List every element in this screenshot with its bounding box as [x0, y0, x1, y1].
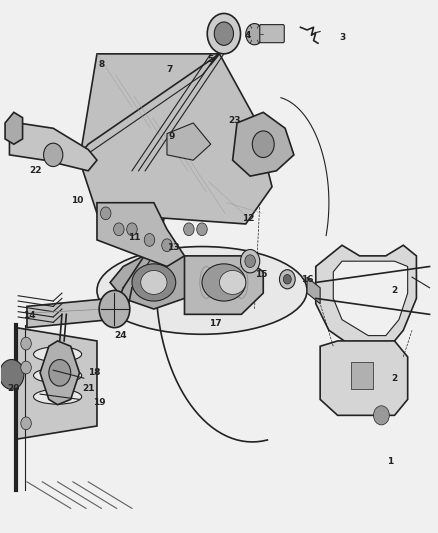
Ellipse shape [33, 389, 81, 404]
Polygon shape [10, 123, 97, 171]
Text: 2: 2 [391, 374, 397, 383]
Text: 17: 17 [208, 319, 221, 328]
Text: 19: 19 [92, 398, 105, 407]
Polygon shape [40, 341, 79, 405]
Circle shape [100, 207, 111, 220]
Circle shape [99, 290, 130, 328]
Circle shape [144, 233, 154, 246]
Circle shape [214, 22, 233, 45]
Text: 8: 8 [98, 60, 104, 69]
Ellipse shape [97, 247, 306, 334]
Circle shape [283, 274, 290, 284]
Text: 20: 20 [7, 384, 19, 393]
Circle shape [21, 337, 31, 350]
Polygon shape [5, 112, 22, 144]
Polygon shape [110, 251, 193, 309]
Circle shape [373, 406, 389, 425]
Circle shape [21, 361, 31, 374]
Polygon shape [332, 261, 407, 336]
Circle shape [279, 270, 294, 289]
Text: 11: 11 [127, 233, 140, 242]
Circle shape [21, 417, 31, 430]
Text: 12: 12 [241, 214, 254, 223]
Circle shape [49, 360, 71, 386]
Polygon shape [315, 245, 416, 352]
Text: 23: 23 [228, 116, 240, 125]
Ellipse shape [141, 270, 166, 294]
Polygon shape [16, 328, 97, 439]
Text: 18: 18 [88, 368, 101, 377]
Circle shape [127, 223, 137, 236]
Polygon shape [27, 298, 110, 328]
Text: 5: 5 [207, 55, 213, 63]
Polygon shape [184, 256, 263, 314]
Circle shape [161, 239, 172, 252]
Text: 15: 15 [254, 270, 267, 279]
Text: 16: 16 [300, 275, 313, 284]
Text: 4: 4 [244, 31, 251, 40]
Circle shape [245, 23, 263, 45]
Text: 24: 24 [113, 331, 126, 340]
Ellipse shape [132, 264, 175, 301]
Ellipse shape [219, 270, 245, 294]
Polygon shape [232, 112, 293, 176]
Circle shape [183, 223, 194, 236]
Text: 2: 2 [391, 286, 397, 295]
Text: 3: 3 [338, 34, 344, 43]
Circle shape [240, 249, 259, 273]
Polygon shape [166, 123, 210, 160]
Circle shape [244, 255, 255, 268]
Polygon shape [306, 277, 319, 304]
FancyBboxPatch shape [259, 25, 284, 43]
Polygon shape [97, 203, 184, 266]
Polygon shape [350, 362, 372, 389]
Polygon shape [79, 54, 272, 224]
Text: 13: 13 [167, 244, 180, 253]
Text: 7: 7 [166, 66, 172, 74]
Text: 1: 1 [386, 457, 392, 466]
Ellipse shape [33, 368, 81, 383]
Circle shape [0, 360, 24, 389]
Circle shape [43, 143, 63, 166]
Text: 10: 10 [71, 196, 83, 205]
Circle shape [113, 223, 124, 236]
Text: 22: 22 [29, 166, 42, 175]
Text: 14: 14 [23, 311, 35, 320]
Text: 21: 21 [82, 384, 94, 393]
Polygon shape [319, 341, 407, 415]
Text: 9: 9 [168, 132, 174, 141]
Circle shape [196, 223, 207, 236]
Ellipse shape [33, 347, 81, 362]
Circle shape [207, 13, 240, 54]
Circle shape [252, 131, 274, 158]
Ellipse shape [201, 264, 245, 301]
